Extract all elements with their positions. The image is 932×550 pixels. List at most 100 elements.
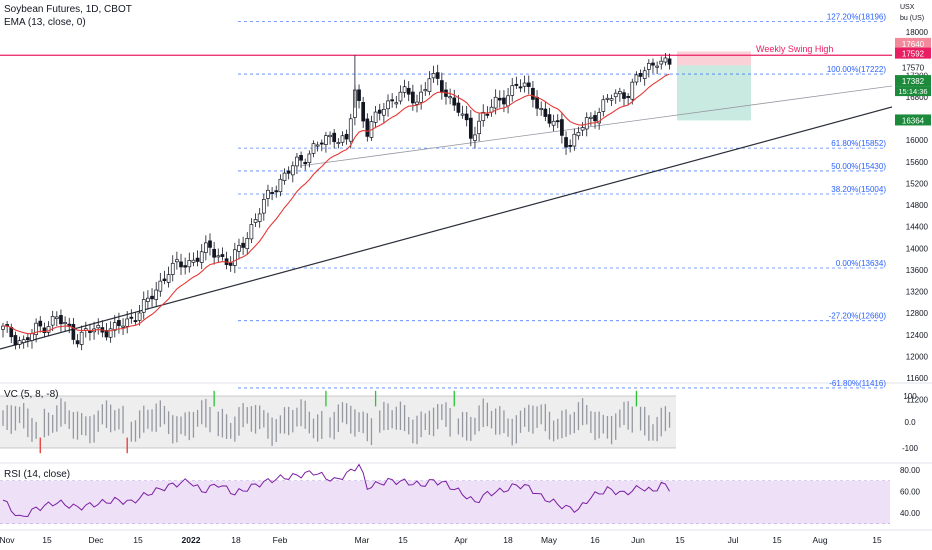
candle-body [166, 274, 171, 283]
candle-body [270, 192, 274, 194]
candle-body [129, 316, 134, 319]
candle-body [232, 249, 237, 266]
candle-body [13, 335, 18, 346]
candle-body [307, 153, 312, 164]
fib-level-label: 0.00%(13634) [836, 259, 887, 268]
candle-body [204, 242, 208, 253]
secondary-trendline [299, 85, 893, 167]
candle-body [655, 65, 659, 68]
time-tick-label: 15 [42, 535, 52, 545]
candle-body [514, 83, 519, 86]
candle-body [146, 297, 150, 302]
candle-body [266, 189, 270, 199]
price-tick-label: 15600 [906, 158, 929, 167]
tag-countdown: 15:14:36 [898, 87, 927, 96]
candle-body [452, 97, 457, 106]
candle-body [216, 255, 221, 258]
candle-body [609, 98, 614, 101]
candle-body [518, 86, 523, 89]
candle-body [220, 254, 225, 257]
candle-body [361, 102, 366, 122]
candle-body [601, 99, 606, 112]
candle-body [663, 57, 668, 63]
price-tick-label: 11600 [906, 374, 928, 383]
candle-body [50, 316, 55, 326]
candle-body [593, 115, 597, 122]
candle-body [560, 119, 564, 136]
candle-body [597, 112, 602, 124]
swing-high-label: Weekly Swing High [756, 44, 833, 54]
time-tick-label: 18 [231, 535, 241, 545]
candle-body [406, 87, 411, 95]
candle-body [460, 113, 465, 116]
unit-label: bu (US) [900, 15, 924, 22]
candle-body [365, 118, 370, 137]
candle-body [46, 326, 51, 333]
tag-high-bg [895, 47, 931, 59]
time-tick-label: 15 [133, 535, 143, 545]
candle-body [605, 97, 610, 100]
time-tick-label: Dec [88, 535, 104, 545]
candle-body [506, 95, 510, 107]
candle-body [170, 262, 175, 275]
candle-body [311, 143, 316, 154]
candle-body [568, 145, 573, 147]
candle-body [431, 73, 436, 79]
candle-body [179, 261, 183, 268]
candle-body [382, 108, 386, 116]
price-tick-label: 16800 [906, 93, 929, 102]
candle-body [295, 156, 299, 167]
candle-body [290, 165, 295, 176]
candle-body [468, 117, 473, 139]
target-zone [677, 65, 751, 121]
tag-countdown-bg [895, 86, 931, 97]
candle-body [485, 113, 490, 116]
candle-body [208, 240, 212, 248]
candle-body [477, 120, 481, 135]
candle-body [526, 82, 531, 87]
candle-body [357, 89, 361, 101]
candle-body [96, 325, 101, 329]
candle-body [21, 339, 26, 343]
tag-swing-bg [895, 61, 931, 73]
candle-body [261, 198, 266, 214]
candle-body [402, 86, 407, 93]
candle-body [195, 257, 200, 262]
tag-last: 17382 [902, 77, 925, 86]
price-tick-label: 16000 [906, 136, 929, 145]
support-trendline [0, 106, 893, 350]
candle-body [34, 322, 38, 335]
price-tick-label: 12000 [906, 352, 929, 361]
candle-body [42, 327, 47, 334]
candle-body [154, 289, 159, 300]
tag-target: 16364 [902, 116, 925, 125]
price-tick-label: 12800 [906, 309, 929, 318]
candle-body [274, 190, 279, 193]
candle-body [439, 80, 444, 93]
time-tick-label: 15 [398, 535, 408, 545]
candle-body [386, 100, 390, 110]
candle-body [626, 96, 630, 98]
rsi-tick-label: 80.00 [900, 466, 921, 475]
candle-body [245, 238, 250, 250]
time-tick-label: Jul [728, 535, 739, 545]
tag-stop: 17640 [902, 40, 925, 49]
vc-tick-label: 100 [903, 392, 917, 401]
candle-body [59, 315, 63, 325]
candle-body [75, 340, 80, 345]
candle-body [282, 172, 287, 182]
price-tick-label: 14800 [906, 201, 929, 210]
rsi-tick-label: 60.00 [900, 488, 921, 497]
candle-body [502, 97, 506, 105]
candle-body [667, 58, 672, 65]
candle-body [427, 78, 432, 92]
candle-body [286, 170, 291, 174]
candle-body [25, 337, 30, 341]
tag-stop-bg [895, 37, 931, 49]
candle-body [17, 340, 22, 345]
candle-body [249, 224, 254, 240]
candle-body [125, 318, 130, 327]
time-tick-label: 18 [503, 535, 513, 545]
candle-body [394, 102, 399, 105]
